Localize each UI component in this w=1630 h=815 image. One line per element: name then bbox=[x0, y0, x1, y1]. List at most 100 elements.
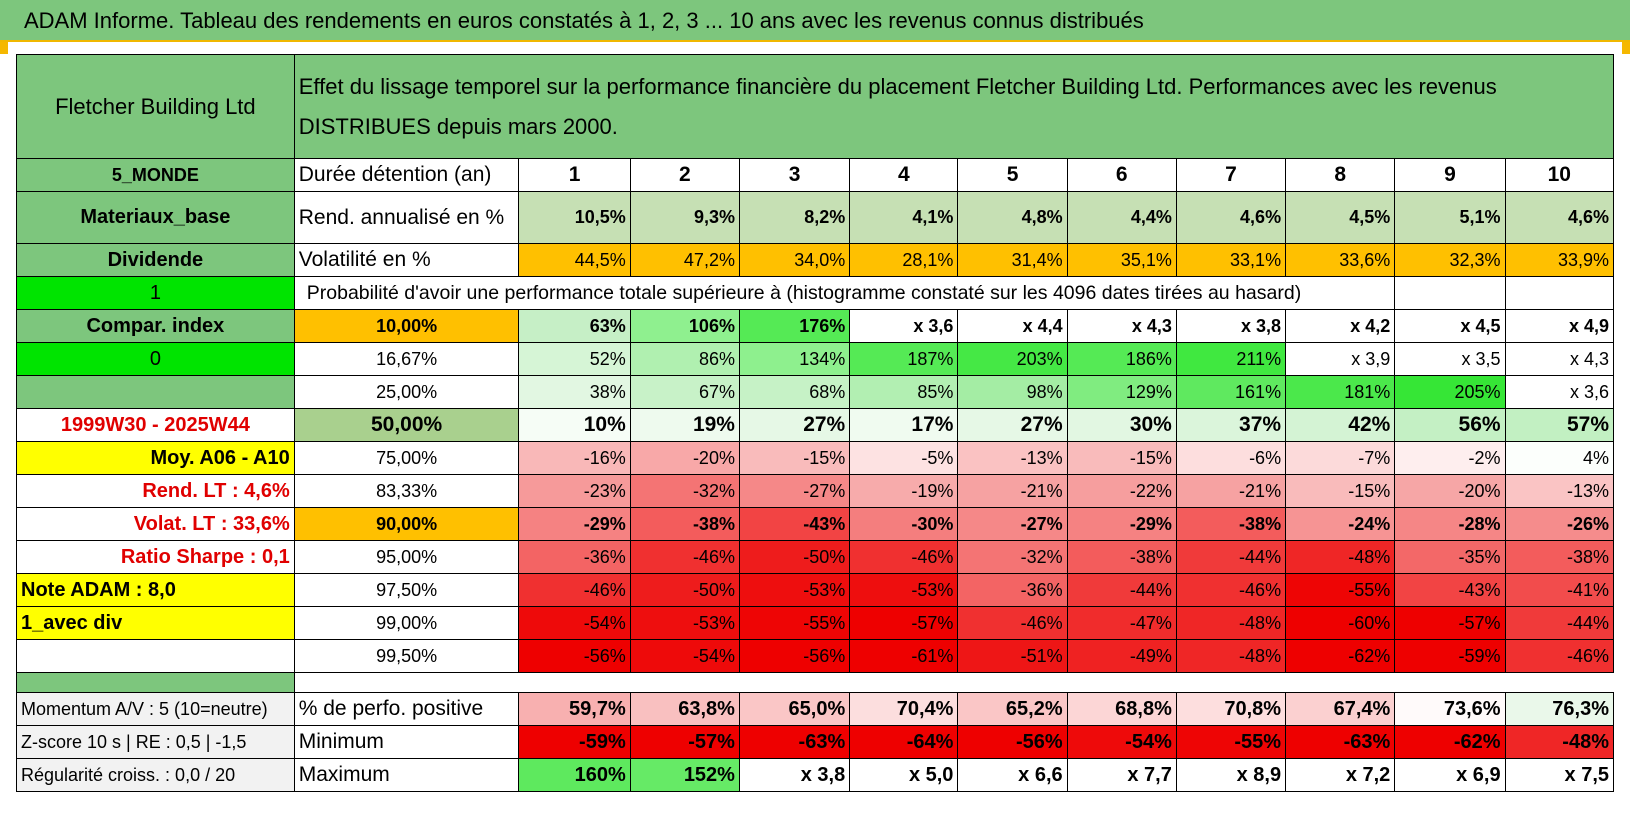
threshold-cell: 97,50% bbox=[293, 573, 520, 607]
proba-cell: x 3,6 bbox=[1504, 375, 1615, 409]
stat-cell: x 7,5 bbox=[1504, 758, 1615, 792]
threshold-cell: 95,00% bbox=[293, 540, 520, 574]
stat-cell: 70,4% bbox=[849, 692, 959, 726]
proba-cell: 176% bbox=[738, 309, 851, 343]
stats-row: Momentum A/V : 5 (10=neutre)% de perfo. … bbox=[16, 692, 1615, 726]
proba-cell: -57% bbox=[849, 606, 959, 640]
proba-cell: -29% bbox=[518, 507, 631, 541]
rend-lt-label: Rend. LT : 4,6% bbox=[16, 474, 295, 508]
rend-cell: 10,5% bbox=[518, 191, 631, 244]
proba-cell: x 4,3 bbox=[1504, 342, 1615, 376]
spacer-cell bbox=[294, 672, 1614, 693]
proba-cell: -59% bbox=[1394, 639, 1506, 673]
proba-cell: x 4,3 bbox=[1066, 309, 1177, 343]
stat-cell: -59% bbox=[518, 725, 631, 759]
proba-cell: -54% bbox=[629, 639, 740, 673]
volat-row: Dividende Volatilité en % 44,5% 47,2% 34… bbox=[16, 243, 1615, 277]
proba-cell: -21% bbox=[1175, 474, 1287, 508]
zone-label: 5_MONDE bbox=[16, 158, 295, 192]
year-cell: 1 bbox=[518, 158, 631, 192]
proba-row: 1_avec div 99,00% -54% -53% -55% -57% -46% -47%… bbox=[16, 606, 1615, 640]
moy-label: Moy. A06 - A10 bbox=[16, 441, 295, 475]
proba-cell: 37% bbox=[1175, 408, 1287, 442]
volat-cell: 33,9% bbox=[1504, 243, 1615, 277]
proba-row: Compar. index 10,00% 63% 106% 176% x 3,6 x 4,4… bbox=[16, 309, 1615, 343]
proba-label: Probabilité d'avoir une performance tota… bbox=[293, 276, 1396, 310]
proba-cell: -7% bbox=[1285, 441, 1396, 475]
proba-cell: x 3,8 bbox=[1175, 309, 1287, 343]
proba-cell: x 3,6 bbox=[849, 309, 959, 343]
flag-zero-cell[interactable]: 0 bbox=[16, 342, 295, 376]
stat-cell: x 8,9 bbox=[1175, 758, 1287, 792]
proba-cell: 187% bbox=[849, 342, 959, 376]
stats-row: Régularité croiss. : 0,0 / 20 Maximum 160%… bbox=[16, 758, 1615, 792]
table-description: Effet du lissage temporel sur la perform… bbox=[293, 54, 1615, 159]
proba-cell: 211% bbox=[1175, 342, 1287, 376]
proba-cell: x 4,9 bbox=[1504, 309, 1615, 343]
proba-cell: -48% bbox=[1285, 540, 1396, 574]
proba-cell: -36% bbox=[957, 573, 1068, 607]
proba-cell: 4% bbox=[1504, 441, 1615, 475]
rend-cell: 4,5% bbox=[1285, 191, 1396, 244]
proba-cell: 181% bbox=[1285, 375, 1396, 409]
proba-cell: -49% bbox=[1066, 639, 1177, 673]
stat-label: Maximum bbox=[293, 758, 520, 792]
spacer-cell bbox=[16, 672, 295, 693]
proba-cell: -27% bbox=[738, 474, 851, 508]
proba-cell: -48% bbox=[1175, 639, 1287, 673]
proba-cell: -20% bbox=[1394, 474, 1506, 508]
stat-cell: x 6,9 bbox=[1394, 758, 1506, 792]
proba-cell: -21% bbox=[957, 474, 1068, 508]
proba-cell: 56% bbox=[1394, 408, 1506, 442]
stat-cell: -54% bbox=[1066, 725, 1177, 759]
proba-cell: -55% bbox=[738, 606, 851, 640]
proba-cell: -43% bbox=[1394, 573, 1506, 607]
proba-cell: 52% bbox=[518, 342, 631, 376]
proba-cell: 27% bbox=[738, 408, 851, 442]
proba-cell: -16% bbox=[518, 441, 631, 475]
proba-cell: -61% bbox=[849, 639, 959, 673]
proba-cell: -46% bbox=[1504, 639, 1615, 673]
proba-cell: 17% bbox=[849, 408, 959, 442]
year-cell: 9 bbox=[1394, 158, 1506, 192]
stat-cell: 73,6% bbox=[1394, 692, 1506, 726]
regularite-label: Régularité croiss. : 0,0 / 20 bbox=[16, 758, 295, 792]
volat-label: Volatilité en % bbox=[293, 243, 520, 277]
empty-left-cell bbox=[16, 375, 295, 409]
proba-cell: -20% bbox=[629, 441, 740, 475]
volat-cell: 33,1% bbox=[1175, 243, 1287, 277]
rend-cell: 8,2% bbox=[738, 191, 851, 244]
proba-cell: -27% bbox=[957, 507, 1068, 541]
stat-cell: -62% bbox=[1394, 725, 1506, 759]
flag-one-cell[interactable]: 1 bbox=[16, 276, 295, 310]
proba-cell: 63% bbox=[518, 309, 631, 343]
year-cell: 5 bbox=[957, 158, 1068, 192]
proba-cell: 161% bbox=[1175, 375, 1287, 409]
table-body: Fletcher Building Ltd Effet du lissage t… bbox=[16, 54, 1615, 792]
proba-row: 1999W30 - 2025W44 50,00% 10% 19% 27% 17% 27% 30… bbox=[16, 408, 1615, 442]
stat-cell: -64% bbox=[849, 725, 959, 759]
proba-cell: -29% bbox=[1066, 507, 1177, 541]
proba-cell: x 4,5 bbox=[1394, 309, 1506, 343]
stat-cell: x 7,7 bbox=[1066, 758, 1177, 792]
proba-cell: 68% bbox=[738, 375, 851, 409]
volat-cell: 44,5% bbox=[518, 243, 631, 277]
stat-cell: x 7,2 bbox=[1285, 758, 1396, 792]
rend-cell: 4,6% bbox=[1504, 191, 1615, 244]
proba-cell: 85% bbox=[849, 375, 959, 409]
proba-cell: -46% bbox=[957, 606, 1068, 640]
proba-cell: x 4,4 bbox=[957, 309, 1068, 343]
proba-cell: -62% bbox=[1285, 639, 1396, 673]
proba-cell: 186% bbox=[1066, 342, 1177, 376]
proba-row: 99,50% -56% -54% -56% -61% -51% -49% -48% -62% -5… bbox=[16, 639, 1615, 673]
year-cell: 2 bbox=[629, 158, 740, 192]
compar-label: Compar. index bbox=[16, 309, 295, 343]
proba-cell: -2% bbox=[1394, 441, 1506, 475]
stat-cell: -56% bbox=[957, 725, 1068, 759]
proba-cell: -6% bbox=[1175, 441, 1287, 475]
proba-cell: -46% bbox=[849, 540, 959, 574]
stat-cell: -48% bbox=[1504, 725, 1615, 759]
threshold-cell: 50,00% bbox=[293, 408, 520, 442]
rend-row: Materiaux_base Rend. annualisé en % 10,5… bbox=[16, 191, 1615, 244]
proba-cell: -46% bbox=[629, 540, 740, 574]
